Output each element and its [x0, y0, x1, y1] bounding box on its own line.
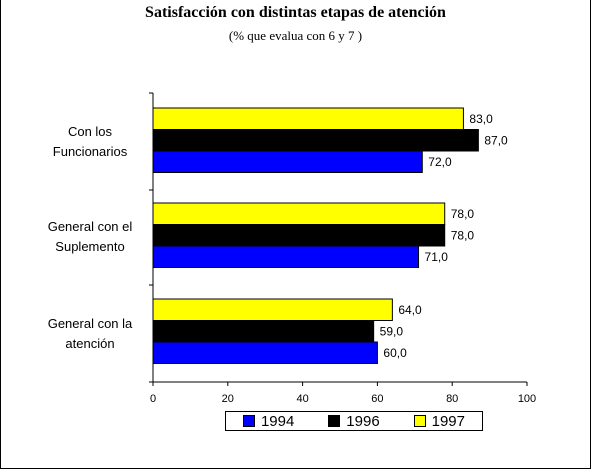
data-label-1994-2: 60,0	[383, 346, 407, 360]
data-label-1997-2: 64,0	[398, 303, 422, 317]
chart-title: Satisfacción con distintas etapas de ate…	[145, 4, 446, 21]
legend-item-1997: 1997	[413, 412, 465, 430]
chart-subtitle: (% que evalua con 6 y 7 )	[228, 28, 363, 43]
data-label-1997-1: 78,0	[451, 207, 475, 221]
category-label: atención	[65, 336, 114, 351]
category-label: Con los	[68, 124, 113, 139]
data-label-1997-0: 83,0	[469, 112, 493, 126]
legend-item-1996: 1996	[328, 412, 380, 430]
x-tick-label: 100	[518, 393, 536, 405]
legend-swatch-1997	[413, 415, 426, 427]
data-label-1996-1: 78,0	[451, 228, 475, 242]
category-label: Funcionarios	[53, 144, 128, 159]
data-label-1994-1: 71,0	[425, 250, 449, 264]
legend-swatch-1994	[242, 415, 255, 427]
legend: 1994 1996 1997	[225, 411, 483, 431]
x-tick-label: 20	[222, 393, 234, 405]
bar-1997-0	[152, 107, 464, 130]
bar-1996-1	[152, 224, 446, 247]
bar-1994-1	[152, 245, 420, 268]
data-label-1996-2: 59,0	[380, 324, 404, 338]
bar-1997-1	[152, 202, 446, 225]
bar-1997-2	[152, 298, 393, 321]
category-label: General con la	[48, 316, 133, 331]
category-label: General con el	[48, 219, 133, 234]
bar-1994-0	[152, 150, 423, 173]
x-tick-label: 60	[371, 393, 383, 405]
category-label: Suplemento	[55, 239, 124, 254]
legend-label-1997: 1997	[431, 412, 465, 430]
legend-label-1994: 1994	[260, 412, 295, 430]
data-label-1994-0: 72,0	[428, 155, 452, 169]
x-tick-label: 40	[296, 393, 308, 405]
x-tick-label: 80	[446, 393, 458, 405]
x-tick-label: 0	[150, 393, 156, 405]
legend-item-1994: 1994	[242, 412, 295, 430]
data-label-1996-0: 87,0	[484, 133, 508, 147]
bar-1996-0	[152, 129, 479, 152]
legend-swatch-1996	[328, 415, 341, 427]
legend-label-1996: 1996	[346, 412, 380, 430]
bar-1996-2	[152, 320, 375, 343]
bar-1994-2	[152, 341, 378, 364]
